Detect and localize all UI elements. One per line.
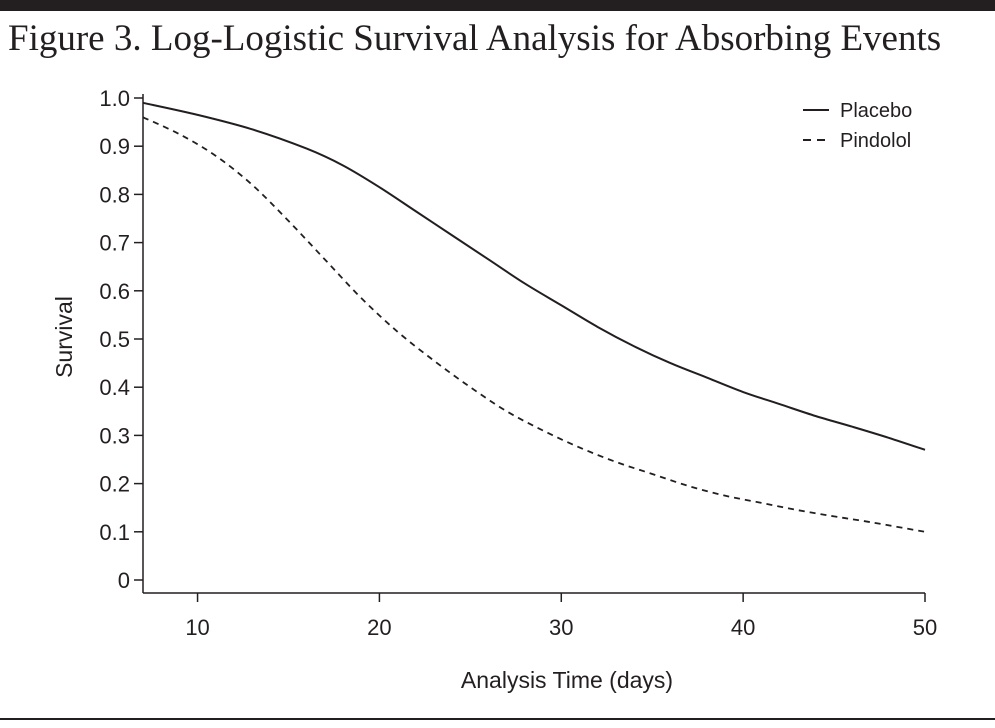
legend-label-pindolol: Pindolol (840, 130, 911, 152)
series-line-placebo (142, 101, 926, 451)
y-tick-label: 0.9 (99, 134, 130, 159)
y-tick-label: 0.4 (99, 375, 130, 400)
x-axis-label: Analysis Time (days) (461, 667, 673, 693)
y-tick-label: 0.3 (99, 423, 130, 448)
legend-label-placebo: Placebo (840, 100, 912, 122)
series-lines (142, 101, 926, 533)
top-rule (0, 0, 995, 11)
y-tick-label: 0.6 (99, 279, 130, 304)
x-ticks: 10 20 30 40 50 (185, 593, 937, 640)
y-tick-label: 1.0 (99, 86, 130, 111)
y-tick-label: 0.5 (99, 327, 130, 352)
x-tick-label: 50 (913, 615, 937, 640)
x-tick-label: 10 (185, 615, 209, 640)
y-tick-label: 0.8 (99, 182, 130, 207)
y-tick-label: 0 (118, 568, 130, 593)
y-tick-label: 0.2 (99, 472, 130, 497)
legend: Placebo Pindolol (803, 100, 912, 152)
x-tick-label: 30 (549, 615, 573, 640)
figure-title: Figure 3. Log-Logistic Survival Analysis… (8, 18, 942, 59)
bottom-rule (0, 718, 995, 720)
y-tick-label: 0.7 (99, 231, 130, 256)
chart-axes (142, 94, 925, 594)
y-axis-label: Survival (51, 296, 77, 378)
y-tick-label: 0.1 (99, 520, 130, 545)
x-tick-label: 40 (731, 615, 755, 640)
series-line-pindolol (142, 116, 926, 533)
x-tick-label: 20 (367, 615, 391, 640)
y-ticks: 0 0.1 0.2 0.3 0.4 0.5 0.6 0.7 0.8 0.9 1.0 (99, 86, 143, 593)
